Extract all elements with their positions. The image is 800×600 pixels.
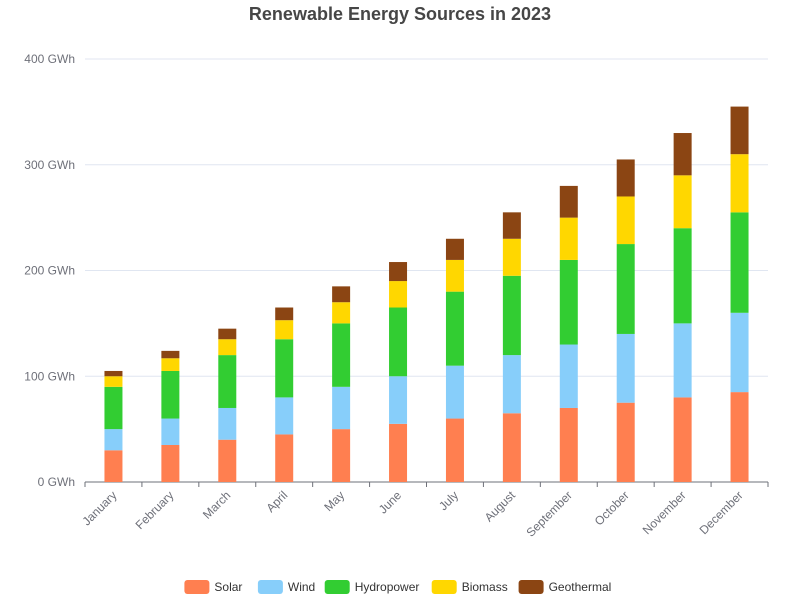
y-tick-label: 100 GWh — [24, 369, 75, 383]
x-tick-label: April — [263, 488, 290, 515]
bar-segment-hydropower[interactable] — [104, 386, 123, 430]
bar-segment-hydropower[interactable] — [275, 339, 294, 398]
bar-segment-biomass[interactable] — [502, 238, 521, 276]
y-tick-label: 0 GWh — [38, 475, 75, 489]
legend-swatch-geothermal[interactable] — [518, 580, 544, 594]
legend-swatch-wind[interactable] — [257, 580, 283, 594]
x-tick-label: November — [640, 488, 689, 537]
bar-segment-biomass[interactable] — [161, 358, 180, 371]
bar-segment-hydropower[interactable] — [502, 275, 521, 356]
bar-segment-wind[interactable] — [730, 312, 749, 393]
legend-label-solar[interactable]: Solar — [214, 580, 242, 594]
bar-segment-biomass[interactable] — [445, 259, 464, 292]
bar-segment-solar[interactable] — [218, 439, 237, 482]
x-tick-label: January — [79, 488, 119, 528]
legend-label-geothermal[interactable]: Geothermal — [549, 580, 612, 594]
bar-segment-wind[interactable] — [673, 323, 692, 398]
bar-segment-solar[interactable] — [502, 413, 521, 482]
bar-segment-biomass[interactable] — [616, 196, 635, 245]
bar-segment-solar[interactable] — [445, 418, 464, 482]
bar-segment-solar[interactable] — [104, 450, 123, 482]
bar-segment-hydropower[interactable] — [616, 244, 635, 334]
x-tick-label: December — [697, 488, 746, 537]
bar-segment-wind[interactable] — [218, 407, 237, 440]
bar-segment-hydropower[interactable] — [445, 291, 464, 366]
bar-segment-hydropower[interactable] — [332, 323, 351, 387]
y-tick-label: 200 GWh — [24, 264, 75, 278]
bar-segment-biomass[interactable] — [275, 320, 294, 340]
legend-swatch-hydropower[interactable] — [324, 580, 350, 594]
bar-segment-geothermal[interactable] — [502, 212, 521, 239]
bar-segment-geothermal[interactable] — [559, 185, 578, 218]
bar-segment-geothermal[interactable] — [275, 307, 294, 321]
bar-segment-biomass[interactable] — [218, 339, 237, 356]
bar-segment-biomass[interactable] — [673, 175, 692, 229]
bar-segment-geothermal[interactable] — [161, 350, 180, 359]
legend-swatch-solar[interactable] — [184, 580, 210, 594]
bar-segment-geothermal[interactable] — [673, 133, 692, 176]
bar-segment-wind[interactable] — [389, 376, 408, 424]
bar-segment-solar[interactable] — [275, 434, 294, 482]
x-tick-label: June — [376, 488, 405, 517]
bar-segment-hydropower[interactable] — [730, 212, 749, 313]
bar-segment-biomass[interactable] — [332, 302, 351, 324]
x-tick-label: July — [436, 488, 461, 513]
bar-segment-solar[interactable] — [332, 429, 351, 482]
bar-segment-hydropower[interactable] — [161, 370, 180, 419]
bar-segment-wind[interactable] — [161, 418, 180, 445]
bar-segment-geothermal[interactable] — [730, 106, 749, 155]
bar-segment-wind[interactable] — [616, 333, 635, 403]
bar-segment-solar[interactable] — [730, 392, 749, 482]
bar-segment-wind[interactable] — [104, 429, 123, 451]
bar-segment-geothermal[interactable] — [218, 328, 237, 340]
bar-segment-geothermal[interactable] — [389, 262, 408, 282]
legend-label-biomass[interactable]: Biomass — [462, 580, 508, 594]
bar-segment-biomass[interactable] — [730, 154, 749, 213]
bar-segment-geothermal[interactable] — [104, 370, 123, 377]
bar-segment-geothermal[interactable] — [616, 159, 635, 197]
bar-segment-wind[interactable] — [445, 365, 464, 419]
bar-segment-solar[interactable] — [389, 423, 408, 482]
bar-segment-solar[interactable] — [161, 444, 180, 482]
bar-segment-hydropower[interactable] — [218, 355, 237, 408]
legend-label-hydropower[interactable]: Hydropower — [355, 580, 420, 594]
y-tick-label: 400 GWh — [24, 52, 75, 66]
bar-segment-solar[interactable] — [559, 407, 578, 482]
x-tick-label: February — [133, 488, 177, 532]
x-tick-label: October — [592, 488, 632, 528]
bar-segment-biomass[interactable] — [389, 281, 408, 308]
bar-segment-biomass[interactable] — [104, 376, 123, 387]
legend-swatch-biomass[interactable] — [431, 580, 457, 594]
bar-segment-wind[interactable] — [502, 355, 521, 414]
bar-segment-geothermal[interactable] — [332, 286, 351, 303]
x-tick-label: August — [482, 488, 519, 525]
bar-segment-solar[interactable] — [616, 402, 635, 482]
x-tick-label: March — [200, 488, 233, 521]
bar-segment-geothermal[interactable] — [445, 238, 464, 260]
bar-segment-wind[interactable] — [275, 397, 294, 435]
bar-segment-wind[interactable] — [559, 344, 578, 408]
bar-segment-biomass[interactable] — [559, 217, 578, 260]
chart-title: Renewable Energy Sources in 2023 — [248, 4, 552, 24]
bar-segment-hydropower[interactable] — [389, 307, 408, 377]
x-tick-label: May — [321, 488, 347, 514]
y-tick-label: 300 GWh — [24, 158, 75, 172]
bar-segment-hydropower[interactable] — [559, 259, 578, 345]
bar-segment-hydropower[interactable] — [673, 228, 692, 324]
x-tick-label: September — [524, 488, 575, 539]
bar-segment-wind[interactable] — [332, 386, 351, 430]
legend-label-wind[interactable]: Wind — [288, 580, 315, 594]
bar-segment-solar[interactable] — [673, 397, 692, 482]
